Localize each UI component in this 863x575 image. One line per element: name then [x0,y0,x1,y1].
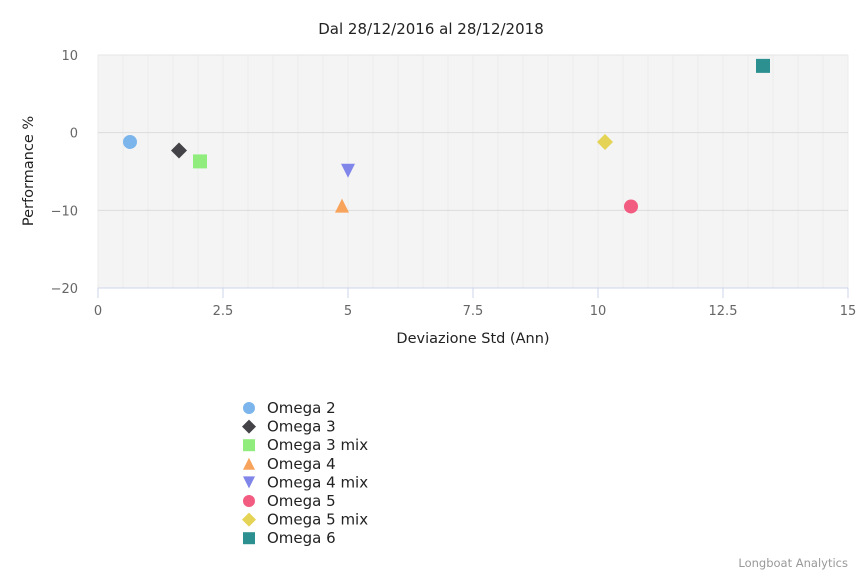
square-marker-icon[interactable] [756,58,770,73]
diamond-legend-icon[interactable] [242,512,256,527]
x-tick-label: 12.5 [709,304,738,319]
legend-label: Omega 4 mix [267,473,368,491]
triangle-legend-icon[interactable] [243,457,255,470]
y-axis-ticks: 10 0 −10 −20 [51,49,78,297]
circle-marker-icon[interactable] [624,199,638,214]
circle-marker-icon[interactable] [123,134,137,149]
x-tick-label: 15 [840,304,857,319]
credits-link[interactable]: Longboat Analytics [738,556,848,570]
x-tick-label: 0 [94,304,102,319]
diamond-legend-icon[interactable] [242,419,256,434]
legend-item[interactable]: Omega 3 [242,418,336,436]
major-grid [98,54,848,211]
y-tick-label: 0 [70,127,78,142]
diamond-marker-icon[interactable] [597,133,613,150]
legend-label: Omega 5 mix [267,511,368,529]
legend-item[interactable]: Omega 5 [243,492,336,510]
y-tick-label: 10 [61,49,78,64]
data-points [123,58,770,214]
x-axis-title: Deviazione Std (Ann) [396,331,549,347]
square-legend-icon[interactable] [243,439,255,452]
diamond-marker-icon[interactable] [171,142,187,159]
chart-title: Dal 28/12/2016 al 28/12/2018 [318,20,543,38]
legend-item[interactable]: Omega 4 mix [243,473,368,491]
triangle-down-legend-icon[interactable] [243,476,255,489]
x-axis-ticks: 0 2.5 5 7.5 10 12.5 15 [94,288,856,319]
x-tick-label: 5 [344,304,352,319]
x-tick-label: 7.5 [463,304,484,319]
legend-label: Omega 3 mix [267,436,368,454]
legend-label: Omega 6 [267,529,336,547]
triangle-down-marker-icon[interactable] [341,163,355,178]
legend-label: Omega 4 [267,455,336,473]
legend-item[interactable]: Omega 5 mix [242,511,368,529]
y-tick-label: −20 [51,282,78,297]
circle-legend-icon[interactable] [243,402,255,414]
square-marker-icon[interactable] [193,154,207,169]
legend-item[interactable]: Omega 4 [243,455,336,473]
legend-label: Omega 3 [267,418,336,436]
legend-label: Omega 5 [267,492,336,510]
x-tick-label: 10 [590,304,607,319]
y-tick-label: −10 [51,204,78,219]
legend-item[interactable]: Omega 3 mix [243,436,368,454]
circle-legend-icon[interactable] [243,495,255,507]
legend-item[interactable]: Omega 2 [243,399,336,417]
legend-item[interactable]: Omega 6 [243,529,336,547]
y-axis-title: Performance % [21,116,37,226]
x-tick-label: 2.5 [213,304,234,319]
triangle-marker-icon[interactable] [335,198,349,213]
square-legend-icon[interactable] [243,532,255,545]
legend-label: Omega 2 [267,399,336,417]
